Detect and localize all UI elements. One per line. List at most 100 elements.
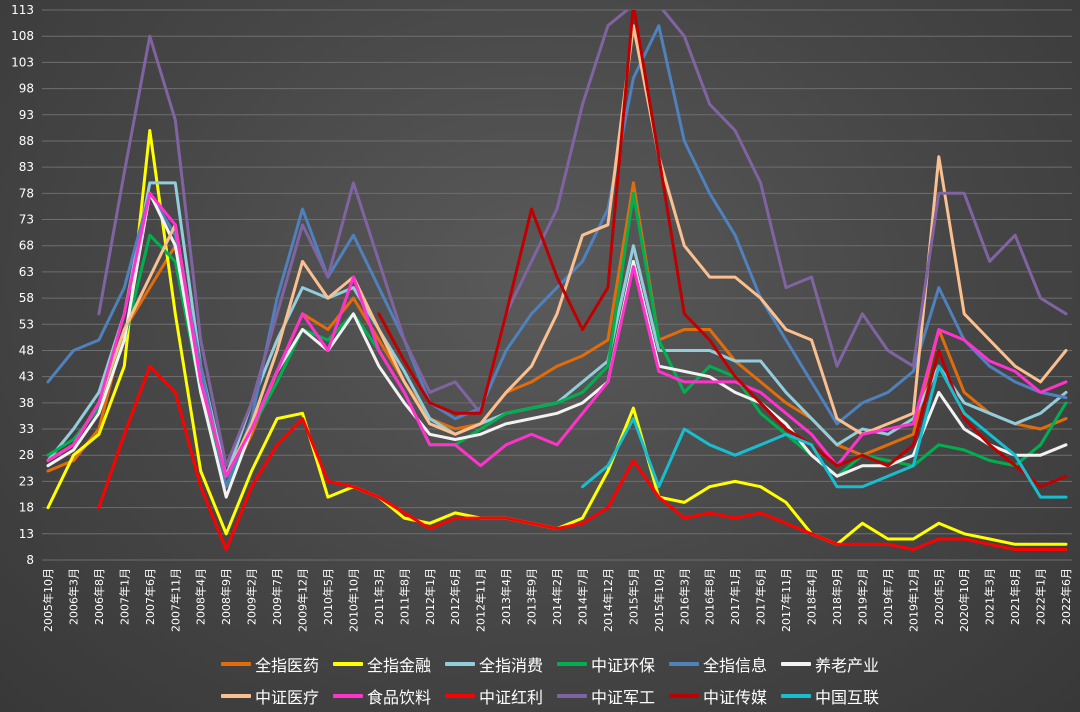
legend-item: 中证传媒 [669,684,767,708]
x-tick-label: 2014年7月 [575,568,589,625]
x-tick-label: 2016年3月 [677,568,691,625]
series-line-11 [581,364,1068,499]
y-tick-label: 8 [26,553,34,567]
legend-swatch [220,694,251,698]
x-tick-label: 2005年10月 [41,568,55,632]
y-tick-label: 103 [11,55,34,69]
legend-label: 食品饮料 [366,688,431,707]
x-tick-label: 2012年11月 [474,568,488,632]
legend-label: 中证军工 [591,688,656,707]
x-tick-label: 2009年2月 [245,568,259,625]
x-tick-label: 2012年6月 [448,568,462,625]
x-tick-label: 2008年9月 [219,568,233,625]
y-tick-label: 63 [19,265,34,279]
legend-label: 全指消费 [478,656,543,675]
legend-swatch [444,694,475,698]
legend-item: 中证医疗 [220,684,319,708]
legend-item: 全指信息 [669,652,767,676]
y-tick-label: 83 [19,160,34,174]
legend-swatch [332,662,363,666]
x-tick-label: 2014年12月 [601,568,615,632]
series-line-6 [46,24,1068,478]
legend-item: 全指消费 [444,652,543,676]
legend-item: 中国互联 [781,684,879,708]
x-tick-label: 2015年10月 [652,568,666,632]
legend-swatch [781,694,812,698]
legend-label: 养老产业 [815,656,880,675]
legend-item: 养老产业 [781,652,879,676]
legend: 全指医药 全指金融 全指消费 中证环保 全指信息 养老产业中证医疗 食品饮料 中证红利 中证军工… [180,652,920,708]
y-tick-label: 43 [19,370,34,384]
x-tick-label: 2014年2月 [550,568,564,625]
legend-item: 中证红利 [444,684,543,708]
legend-label: 全指信息 [703,656,768,675]
x-axis: 2005年10月 2006年3月 2006年8月 2007年1月 2007年6月 2007… [41,568,1073,632]
legend-item: 中证军工 [557,684,655,708]
legend-label: 中证红利 [478,688,543,707]
legend-item: 全指医药 [220,652,319,676]
x-tick-label: 2018年9月 [830,568,844,625]
legend-label: 全指金融 [366,656,431,675]
y-axis: 8 13 18 23 28 33 38 43 48 53 58 63 68 73 78 83 88 93 98 103… [11,3,34,567]
x-tick-label: 2013年9月 [525,568,539,625]
x-tick-label: 2022年1月 [1034,568,1048,625]
x-tick-label: 2010年10月 [346,568,360,632]
legend-label: 中国互联 [815,688,880,707]
legend-item: 全指金融 [332,652,431,676]
x-tick-label: 2011年8月 [397,568,411,625]
legend-label: 中证传媒 [703,688,768,707]
legend-swatch [669,662,700,666]
x-tick-label: 2006年3月 [66,568,80,625]
x-tick-label: 2017年1月 [728,568,742,625]
x-tick-label: 2021年8月 [1008,568,1022,625]
series-line-10 [377,10,1068,489]
x-tick-label: 2021年3月 [983,568,997,625]
x-tick-label: 2013年4月 [499,568,513,625]
x-tick-label: 2008年4月 [194,568,208,625]
y-tick-label: 23 [19,474,34,488]
x-tick-label: 2020年10月 [957,568,971,632]
x-tick-label: 2009年7月 [270,568,284,625]
y-tick-label: 38 [19,396,34,410]
y-tick-label: 73 [19,213,34,227]
y-tick-label: 48 [19,343,34,357]
series-lines [46,10,1068,551]
grid-lines [42,9,1072,561]
x-tick-label: 2011年3月 [372,568,386,625]
y-tick-label: 88 [19,134,34,148]
y-tick-label: 28 [19,448,34,462]
x-tick-label: 2017年6月 [754,568,768,625]
x-tick-label: 2007年11月 [168,568,182,632]
x-tick-label: 2007年1月 [117,568,131,625]
series-line-5 [46,191,1068,499]
y-tick-label: 98 [19,82,34,96]
legend-swatch [669,694,700,698]
legend-swatch [557,694,587,698]
legend-label: 全指医药 [254,656,319,675]
y-tick-label: 78 [19,186,34,200]
x-tick-label: 2019年7月 [881,568,895,625]
series-line-7 [46,191,1068,478]
y-tick-label: 33 [19,422,34,436]
x-tick-label: 2006年8月 [92,568,106,625]
x-tick-label: 2012年1月 [423,568,437,625]
x-tick-label: 2009年12月 [296,568,310,632]
series-line-8 [97,364,1068,551]
y-tick-label: 13 [19,527,34,541]
x-tick-label: 2019年12月 [906,568,920,632]
x-tick-label: 2018年4月 [805,568,819,625]
legend-item: 食品饮料 [332,684,431,708]
legend-swatch [444,662,475,666]
x-tick-label: 2007年6月 [143,568,157,625]
legend-swatch [557,662,587,666]
legend-label: 中证环保 [591,656,656,675]
x-tick-label: 2019年2月 [855,568,869,625]
y-tick-label: 58 [19,291,34,305]
y-tick-label: 113 [11,3,34,17]
y-tick-label: 93 [19,108,34,122]
x-tick-label: 2017年11月 [779,568,793,632]
legend-swatch [781,662,812,666]
x-tick-label: 2010年5月 [321,568,335,625]
x-tick-label: 2022年6月 [1059,568,1073,625]
